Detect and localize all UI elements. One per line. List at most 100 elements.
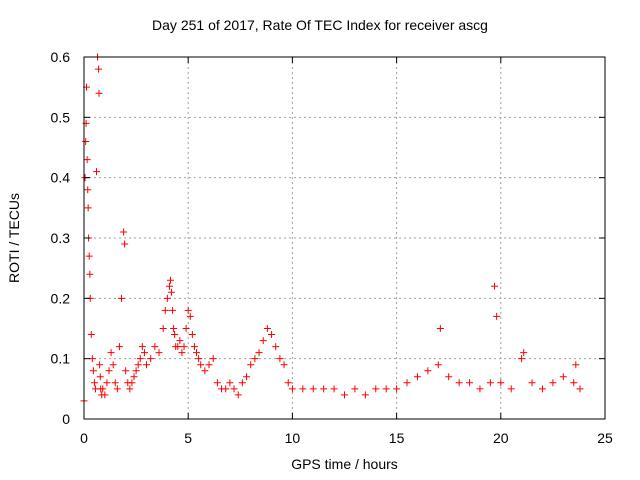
data-point (168, 288, 176, 296)
data-point (113, 385, 121, 393)
data-point (86, 270, 94, 278)
data-point (166, 276, 174, 284)
data-point (89, 367, 97, 375)
data-point (122, 367, 130, 375)
x-tick-label: 5 (184, 430, 192, 446)
data-point (140, 349, 148, 357)
data-point (96, 361, 104, 369)
data-point (121, 240, 129, 248)
data-point (99, 385, 107, 393)
y-axis-label: ROTI / TECUs (6, 193, 22, 283)
data-point (445, 373, 453, 381)
data-point (90, 379, 98, 387)
data-point (436, 325, 444, 332)
data-point (120, 228, 128, 236)
y-tick-label: 0.4 (51, 170, 71, 186)
data-point (176, 337, 184, 345)
data-point (424, 367, 432, 375)
data-point (497, 379, 505, 387)
data-point (538, 385, 546, 393)
data-point (138, 343, 146, 351)
data-point (170, 325, 178, 332)
data-point (130, 373, 138, 381)
data-point (95, 89, 103, 97)
data-point (276, 355, 284, 363)
data-point (572, 361, 580, 369)
data-point (520, 349, 528, 357)
x-axis-label: GPS time / hours (291, 456, 398, 472)
y-tick-label: 0.2 (51, 290, 71, 306)
x-tick-label: 20 (493, 430, 509, 446)
data-point (95, 65, 103, 73)
grid-lines (84, 57, 605, 419)
data-point (351, 385, 359, 393)
data-point (455, 379, 463, 387)
data-point (128, 379, 136, 387)
y-tick-label: 0.6 (51, 49, 71, 65)
y-tick-label: 0 (62, 411, 70, 427)
y-tick-label: 0.3 (51, 230, 71, 246)
data-point (205, 361, 213, 369)
data-point (393, 385, 401, 393)
data-point (84, 186, 92, 194)
data-point (434, 361, 442, 369)
data-point (105, 367, 113, 375)
x-tick-label: 0 (80, 430, 88, 446)
data-point (83, 156, 91, 164)
x-tick-label: 25 (597, 430, 613, 446)
data-point (255, 349, 263, 357)
data-point (247, 361, 255, 369)
data-point (549, 379, 557, 387)
data-point (361, 391, 369, 399)
data-point (180, 343, 188, 351)
data-point (382, 385, 390, 393)
data-point (84, 204, 92, 212)
data-point (82, 137, 90, 145)
data-point (143, 361, 151, 369)
data-point (134, 361, 142, 369)
data-point (476, 385, 484, 393)
data-point (576, 385, 584, 393)
data-point (238, 379, 246, 387)
data-point (280, 361, 288, 369)
data-point (182, 325, 190, 332)
data-point (85, 252, 93, 260)
data-point (87, 331, 95, 339)
data-point (103, 379, 111, 387)
data-point (268, 331, 276, 339)
data-point (155, 349, 163, 357)
data-point (226, 379, 234, 387)
chart-title: Day 251 of 2017, Rate Of TEC Index for r… (152, 17, 488, 33)
data-point (213, 379, 221, 387)
data-point (272, 343, 280, 351)
data-point (559, 373, 567, 381)
x-tick-label: 15 (389, 430, 405, 446)
data-point (96, 373, 104, 381)
data-point (93, 168, 101, 176)
data-point (132, 367, 140, 375)
data-point (171, 331, 179, 339)
data-point (107, 349, 115, 357)
data-point (518, 355, 526, 363)
data-point (136, 355, 144, 363)
data-point (222, 385, 230, 393)
axis-ticks: 0 5 10 15 20 25 0 0.1 0.2 0.3 0.4 0.5 0.6 (51, 49, 613, 446)
data-point (165, 282, 173, 290)
data-point (234, 391, 242, 399)
data-points (80, 53, 584, 405)
data-point (403, 379, 411, 387)
data-point (309, 385, 317, 393)
data-point (195, 355, 203, 363)
data-point (151, 343, 159, 351)
data-point (570, 379, 578, 387)
data-point (147, 355, 155, 363)
data-point (486, 379, 494, 387)
data-point (111, 379, 119, 387)
y-tick-label: 0.5 (51, 109, 71, 125)
data-point (184, 306, 192, 314)
data-point (118, 294, 126, 302)
data-point (243, 373, 251, 381)
data-point (491, 282, 499, 290)
data-point (161, 306, 169, 314)
